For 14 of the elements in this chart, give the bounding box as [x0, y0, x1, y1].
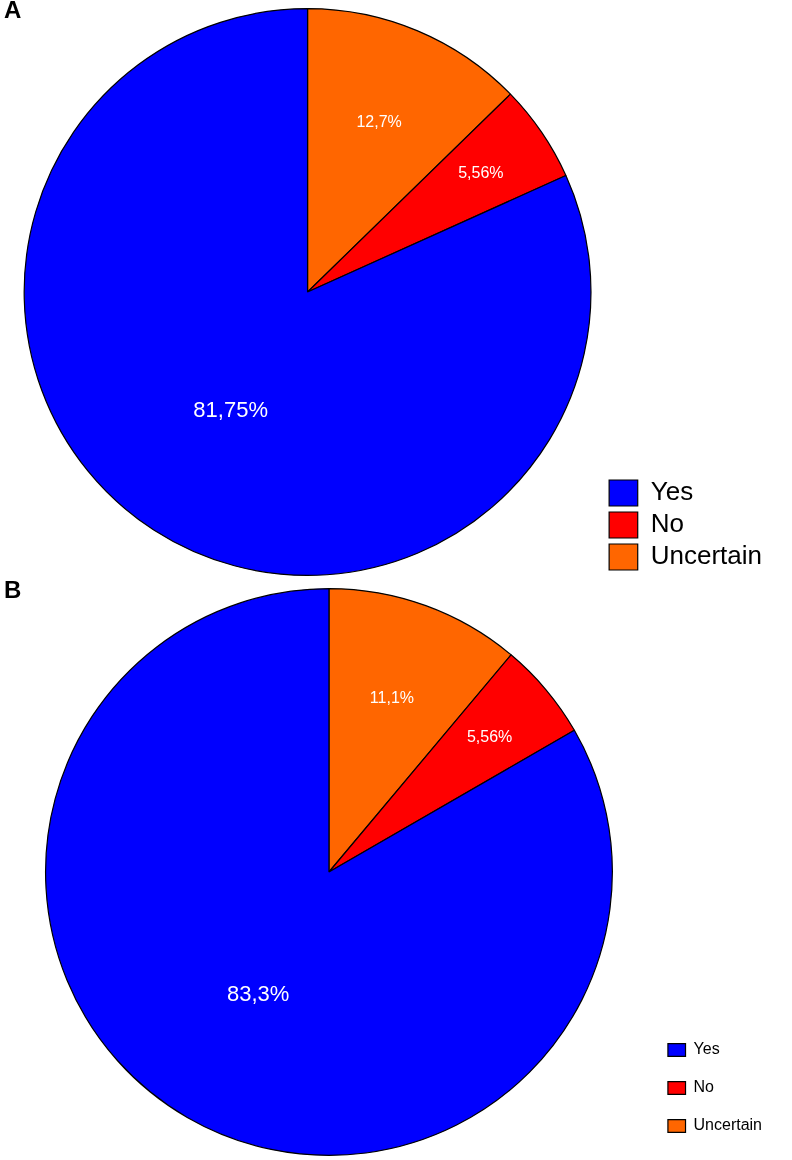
data-label: 5,56%	[466, 727, 513, 745]
data-label: 81,75%	[193, 397, 268, 423]
data-label: 5,56%	[458, 164, 504, 182]
chart-title: B	[4, 576, 22, 604]
data-label: 83,3%	[226, 980, 290, 1006]
legend-label: Uncertain	[650, 540, 763, 571]
chart-title: A	[4, 0, 22, 24]
data-label: 11,1%	[369, 689, 415, 707]
legend-label: No	[693, 1078, 715, 1096]
legend-label: No	[650, 508, 684, 539]
data-label: 12,7%	[356, 112, 402, 130]
legend-label: Yes	[650, 476, 694, 507]
legend-label: Yes	[693, 1040, 720, 1058]
legend-label: Uncertain	[693, 1116, 763, 1134]
